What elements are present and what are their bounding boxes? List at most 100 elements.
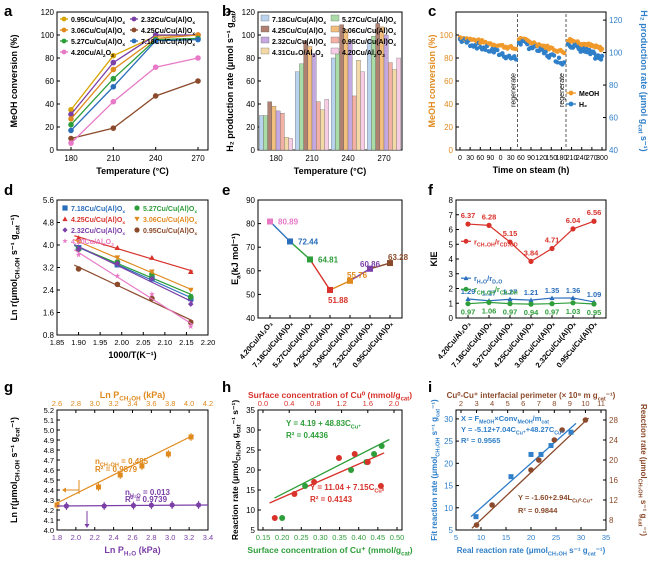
label-part: Ln r(μmol	[9, 482, 19, 524]
legend-marker	[134, 216, 140, 222]
x-axis-label-bottom: Surface concentration of Cu⁺ (mmol/gcat)	[247, 545, 412, 558]
legend-swatch	[330, 47, 340, 55]
label-part: ⁻¹)	[9, 214, 19, 225]
x-tick-label: 0.45	[371, 533, 386, 542]
x-axis-label: Temperature (°C)	[96, 166, 168, 176]
x-tick-label: 2.00	[114, 338, 129, 347]
meoh-point	[513, 46, 519, 52]
legend-entry: 4.25Cu/Cu(Al)Ox	[141, 28, 195, 37]
y-tick-label: 4	[449, 255, 454, 264]
y-tick-label: 40	[246, 314, 255, 323]
legend-swatch	[330, 25, 340, 33]
data-label: 0.97	[461, 308, 476, 317]
data-label: 0.97	[503, 308, 518, 317]
y-axis-label-left: Fit reaction rate (μmolCH₃OH s⁻¹ gcat⁻¹)	[430, 399, 441, 541]
y-tick-label: 25	[444, 437, 453, 446]
label-part: Cu⁺	[516, 430, 526, 436]
label-part: MeOH	[517, 419, 532, 425]
bar	[311, 53, 317, 151]
x-tick-label: 20	[527, 533, 535, 542]
annotation: Y = 4.19 + 48.83CCu⁺	[286, 419, 361, 430]
label-part: Cu⁰-Cu⁺ interfacial perimeter (× 10⁹ m g	[447, 391, 598, 400]
y-tick-label: 40	[45, 100, 54, 109]
bar	[307, 46, 313, 151]
series-segment	[269, 221, 291, 242]
h2-point	[556, 55, 562, 61]
label-part: 2	[374, 53, 377, 59]
legend-swatch	[260, 14, 270, 22]
x-axis-label-top: Cu⁰-Cu⁺ interfacial perimeter (× 10⁹ m g…	[447, 391, 616, 402]
data-label: 3.84	[524, 248, 539, 257]
x-tick-label-top: 3.6	[146, 399, 156, 408]
bar	[335, 50, 340, 151]
h2-point	[474, 46, 480, 51]
x-tick-label: 60	[517, 155, 525, 162]
label-part: )	[410, 545, 413, 555]
legend-swatch	[330, 36, 340, 44]
legend-entry: 2.32Cu/Cu(Al)Ox	[272, 39, 326, 48]
bar	[320, 109, 325, 151]
label-part: Y = -5.12+7.04C	[461, 425, 516, 434]
data-label: 1.03	[566, 307, 581, 316]
x-tick-label: 2.4	[108, 533, 118, 542]
x-tick-label: 30	[507, 155, 515, 162]
y-tick-label: 40	[609, 146, 618, 155]
y-tick-label: 4.9	[44, 436, 54, 445]
label-part: g	[230, 433, 240, 441]
x-tick-label: 3.0	[165, 533, 175, 542]
data-point	[187, 268, 194, 274]
label-part: = 0.013	[141, 488, 171, 497]
x-tick-label-top: 2.8	[71, 399, 81, 408]
data-point	[570, 226, 576, 232]
series-segment	[349, 268, 371, 282]
y-tick-label: 2	[449, 285, 454, 294]
data-point	[387, 260, 393, 267]
label-part: 4.31Cu₂O/Al	[272, 50, 313, 57]
y-tick-label: 24	[609, 436, 618, 445]
label-part: Ln r(μmol	[9, 279, 19, 321]
bar	[299, 63, 304, 151]
label-part: O	[106, 50, 112, 57]
y-tick-label: 5.0	[44, 426, 54, 435]
data-label: 51.88	[328, 296, 349, 305]
label-part: ×Conv	[494, 414, 518, 423]
y-tick-label: 60	[246, 77, 255, 86]
label-part: 0.95Cu/Cu(Al)O	[71, 17, 123, 24]
data-point	[507, 239, 513, 245]
x-tick-label-top: 1.2	[336, 399, 346, 408]
label-part: x	[192, 32, 195, 37]
legend-swatch	[260, 47, 270, 55]
x-tick-label-top: 11	[597, 399, 605, 408]
label-part: CH₃OH	[548, 551, 567, 557]
meoh-point	[545, 43, 550, 48]
label-part: n	[125, 488, 130, 497]
label-part: Real reaction rate (μmol	[457, 546, 548, 555]
x-tick-label: 60	[476, 155, 484, 162]
y-tick-label: 120	[41, 8, 55, 17]
label-part: x	[194, 210, 197, 215]
legend-marker	[62, 205, 68, 211]
x-tick-label: 2.6	[127, 533, 137, 542]
label-part: 4.20Cu/Al	[71, 239, 103, 246]
label-part: x	[393, 43, 396, 48]
y-tick-label: 4.0	[44, 526, 54, 535]
label-part: 5.27Cu/Cu(Al)O	[342, 17, 394, 24]
panel-label: f	[428, 182, 434, 199]
legend-swatch	[260, 25, 270, 33]
data-point	[114, 255, 121, 261]
label-part: Surface concentration of Cu⁺ (mmol/g	[247, 545, 401, 555]
data-point	[507, 301, 513, 307]
legend-entry: 4.20Cu/Al2O3	[71, 239, 114, 248]
data-label: 1.09	[587, 290, 602, 299]
y-tick-label: 100	[242, 31, 256, 40]
annotation: Y = 11.04 + 7.15CCu⁰	[310, 483, 385, 494]
data-point	[63, 503, 70, 509]
legend-entry: 5.27Cu/Cu(Al)Ox	[342, 17, 396, 26]
data-point	[169, 502, 175, 508]
data-point	[149, 269, 155, 275]
y-tick-label: 30	[444, 415, 453, 424]
data-point	[508, 474, 514, 480]
axis-arrow-head	[84, 524, 90, 528]
label-part: x	[393, 32, 396, 37]
data-point	[465, 296, 471, 302]
